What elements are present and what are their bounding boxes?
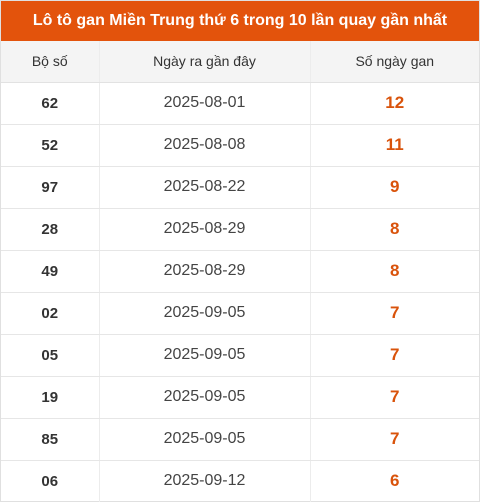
table-row: 28 2025-08-29 8 bbox=[1, 208, 479, 251]
cell-number: 05 bbox=[1, 334, 100, 377]
cell-number: 06 bbox=[1, 460, 100, 502]
cell-gan-days: 7 bbox=[310, 292, 479, 335]
table-row: 06 2025-09-12 6 bbox=[1, 460, 479, 502]
cell-gan-days: 8 bbox=[310, 208, 479, 251]
cell-gan-days: 9 bbox=[310, 166, 479, 209]
table-header-row: Bộ số Ngày ra gần đây Số ngày gan bbox=[1, 41, 479, 83]
cell-number: 97 bbox=[1, 166, 100, 209]
cell-date: 2025-08-29 bbox=[99, 250, 311, 293]
column-header-number: Bộ số bbox=[1, 41, 100, 83]
table-row: 05 2025-09-05 7 bbox=[1, 334, 479, 377]
table-row: 49 2025-08-29 8 bbox=[1, 250, 479, 293]
cell-date: 2025-08-08 bbox=[99, 124, 311, 167]
table-row: 19 2025-09-05 7 bbox=[1, 376, 479, 419]
cell-number: 49 bbox=[1, 250, 100, 293]
cell-number: 19 bbox=[1, 376, 100, 419]
cell-number: 52 bbox=[1, 124, 100, 167]
lo-gan-table: Bộ số Ngày ra gần đây Số ngày gan 62 202… bbox=[1, 41, 479, 502]
cell-gan-days: 8 bbox=[310, 250, 479, 293]
cell-gan-days: 7 bbox=[310, 418, 479, 461]
column-header-last-date: Ngày ra gần đây bbox=[99, 41, 311, 83]
cell-number: 62 bbox=[1, 82, 100, 125]
table-row: 02 2025-09-05 7 bbox=[1, 292, 479, 335]
cell-gan-days: 11 bbox=[310, 124, 479, 167]
cell-gan-days: 6 bbox=[390, 471, 400, 491]
cell-date: 2025-08-29 bbox=[99, 208, 311, 251]
cell-date: 2025-09-05 bbox=[99, 376, 311, 419]
cell-date: 2025-08-01 bbox=[99, 82, 311, 125]
cell-gan-days: 12 bbox=[310, 82, 479, 125]
column-header-gan-days: Số ngày gan bbox=[310, 41, 479, 83]
cell-number: 02 bbox=[1, 292, 100, 335]
cell-date: 2025-09-05 bbox=[99, 292, 311, 335]
table-row: 97 2025-08-22 9 bbox=[1, 166, 479, 209]
table-row: 62 2025-08-01 12 bbox=[1, 82, 479, 125]
cell-number: 85 bbox=[1, 418, 100, 461]
cell-date: 2025-09-05 bbox=[99, 418, 311, 461]
cell-number: 28 bbox=[1, 208, 100, 251]
cell-date: 2025-09-05 bbox=[99, 334, 311, 377]
cell-gan-days: 7 bbox=[310, 334, 479, 377]
cell-date: 2025-09-12 bbox=[99, 460, 311, 502]
cell-gan-days: 7 bbox=[310, 376, 479, 419]
table-row: 52 2025-08-08 11 bbox=[1, 124, 479, 167]
cell-date: 2025-08-22 bbox=[99, 166, 311, 209]
table-row: 85 2025-09-05 7 bbox=[1, 418, 479, 461]
table-title: Lô tô gan Miền Trung thứ 6 trong 10 lần … bbox=[1, 1, 479, 41]
